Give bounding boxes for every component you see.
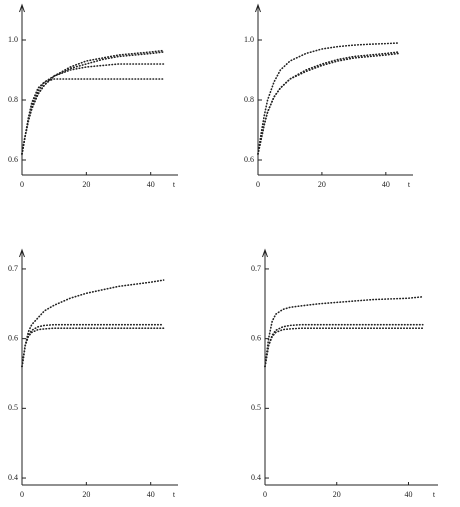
series-line [21, 51, 165, 155]
series-line [21, 78, 165, 155]
y-tick-label: 1.0 [244, 35, 254, 44]
x-tick-label: 40 [147, 490, 155, 499]
series-line [257, 52, 400, 155]
y-tick-label: 0.5 [251, 403, 261, 412]
x-tick-label: 40 [382, 180, 390, 189]
y-tick-label: 0.6 [251, 333, 261, 342]
y-tick-label: 0.6 [8, 333, 18, 342]
x-tick-label: 20 [333, 490, 341, 499]
y-tick-label: 0.6 [244, 155, 254, 164]
x-tick-label: 0 [256, 180, 260, 189]
x-tick-label: 40 [147, 180, 155, 189]
y-tick-label: 0.4 [8, 473, 18, 482]
x-tick-label: 20 [82, 180, 90, 189]
y-tick-label: 0.5 [8, 403, 18, 412]
series-line [21, 323, 165, 368]
x-tick-label: 0 [20, 180, 24, 189]
y-tick-label: 0.6 [8, 155, 18, 164]
y-tick-label: 1.0 [8, 35, 18, 44]
y-axis-arrow [255, 3, 261, 13]
series-line [21, 49, 165, 155]
series-line [21, 279, 165, 368]
series-line [264, 296, 424, 368]
series-line [257, 42, 400, 155]
x-tick-label: 20 [318, 180, 326, 189]
x-tick-label: 0 [263, 490, 267, 499]
x-tick-label: 40 [404, 490, 412, 499]
series-line [21, 63, 165, 155]
x-axis-label: t [408, 180, 411, 189]
series-line [264, 323, 424, 368]
y-tick-label: 0.8 [244, 95, 254, 104]
series-line [264, 327, 424, 368]
y-tick-label: 0.7 [8, 264, 18, 273]
series-line [257, 51, 400, 155]
x-axis-label: t [173, 490, 176, 499]
y-tick-label: 0.8 [8, 95, 18, 104]
y-axis-arrow [262, 248, 268, 258]
y-tick-label: 0.4 [251, 473, 261, 482]
series-line [21, 327, 165, 368]
x-tick-label: 20 [82, 490, 90, 499]
y-axis-arrow [19, 248, 25, 258]
x-axis-label: t [433, 490, 436, 499]
x-tick-label: 0 [20, 490, 24, 499]
y-tick-label: 0.7 [251, 264, 261, 273]
x-axis-label: t [173, 180, 176, 189]
y-axis-arrow [19, 3, 25, 13]
